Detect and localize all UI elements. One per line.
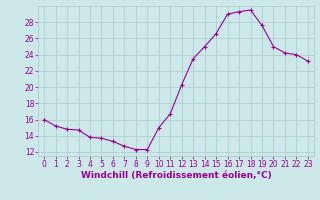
X-axis label: Windchill (Refroidissement éolien,°C): Windchill (Refroidissement éolien,°C) [81, 171, 271, 180]
